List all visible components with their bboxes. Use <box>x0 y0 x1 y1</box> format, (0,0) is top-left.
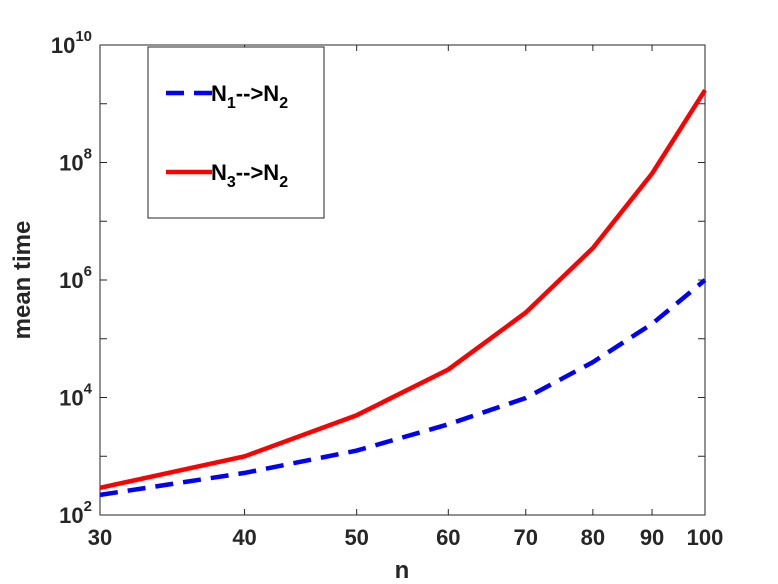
y-tick-label: 104 <box>59 381 92 411</box>
series-line-n3-n2 <box>99 88 707 490</box>
x-axis-ticks: 30 40 50 60 70 80 90 100 <box>88 45 724 550</box>
x-tick-label: 90 <box>640 525 664 550</box>
legend-entry-n3-n2: N3-->N2 <box>211 160 288 191</box>
series-layer <box>99 88 707 498</box>
legend-box <box>147 46 325 219</box>
series-line-n1-n2 <box>99 278 707 498</box>
x-tick-label: 50 <box>344 525 368 550</box>
x-tick-label: 70 <box>514 525 538 550</box>
y-tick-label: 1010 <box>51 28 92 58</box>
legend: N1-->N2 N3-->N2 <box>147 46 325 219</box>
x-tick-label: 100 <box>687 525 724 550</box>
legend-entry-n1-n2: N1-->N2 <box>211 81 288 112</box>
x-tick-label: 40 <box>232 525 256 550</box>
x-tick-label: 80 <box>581 525 605 550</box>
y-tick-label: 108 <box>59 146 92 176</box>
y-axis-ticks: 102 104 106 108 1010 <box>51 28 705 528</box>
y-tick-label: 106 <box>59 263 92 293</box>
y-tick-label: 102 <box>59 498 92 528</box>
x-tick-label: 60 <box>436 525 460 550</box>
x-axis-label: n <box>395 557 410 584</box>
x-tick-label: 30 <box>88 525 112 550</box>
y-axis-label: mean time <box>9 221 36 340</box>
